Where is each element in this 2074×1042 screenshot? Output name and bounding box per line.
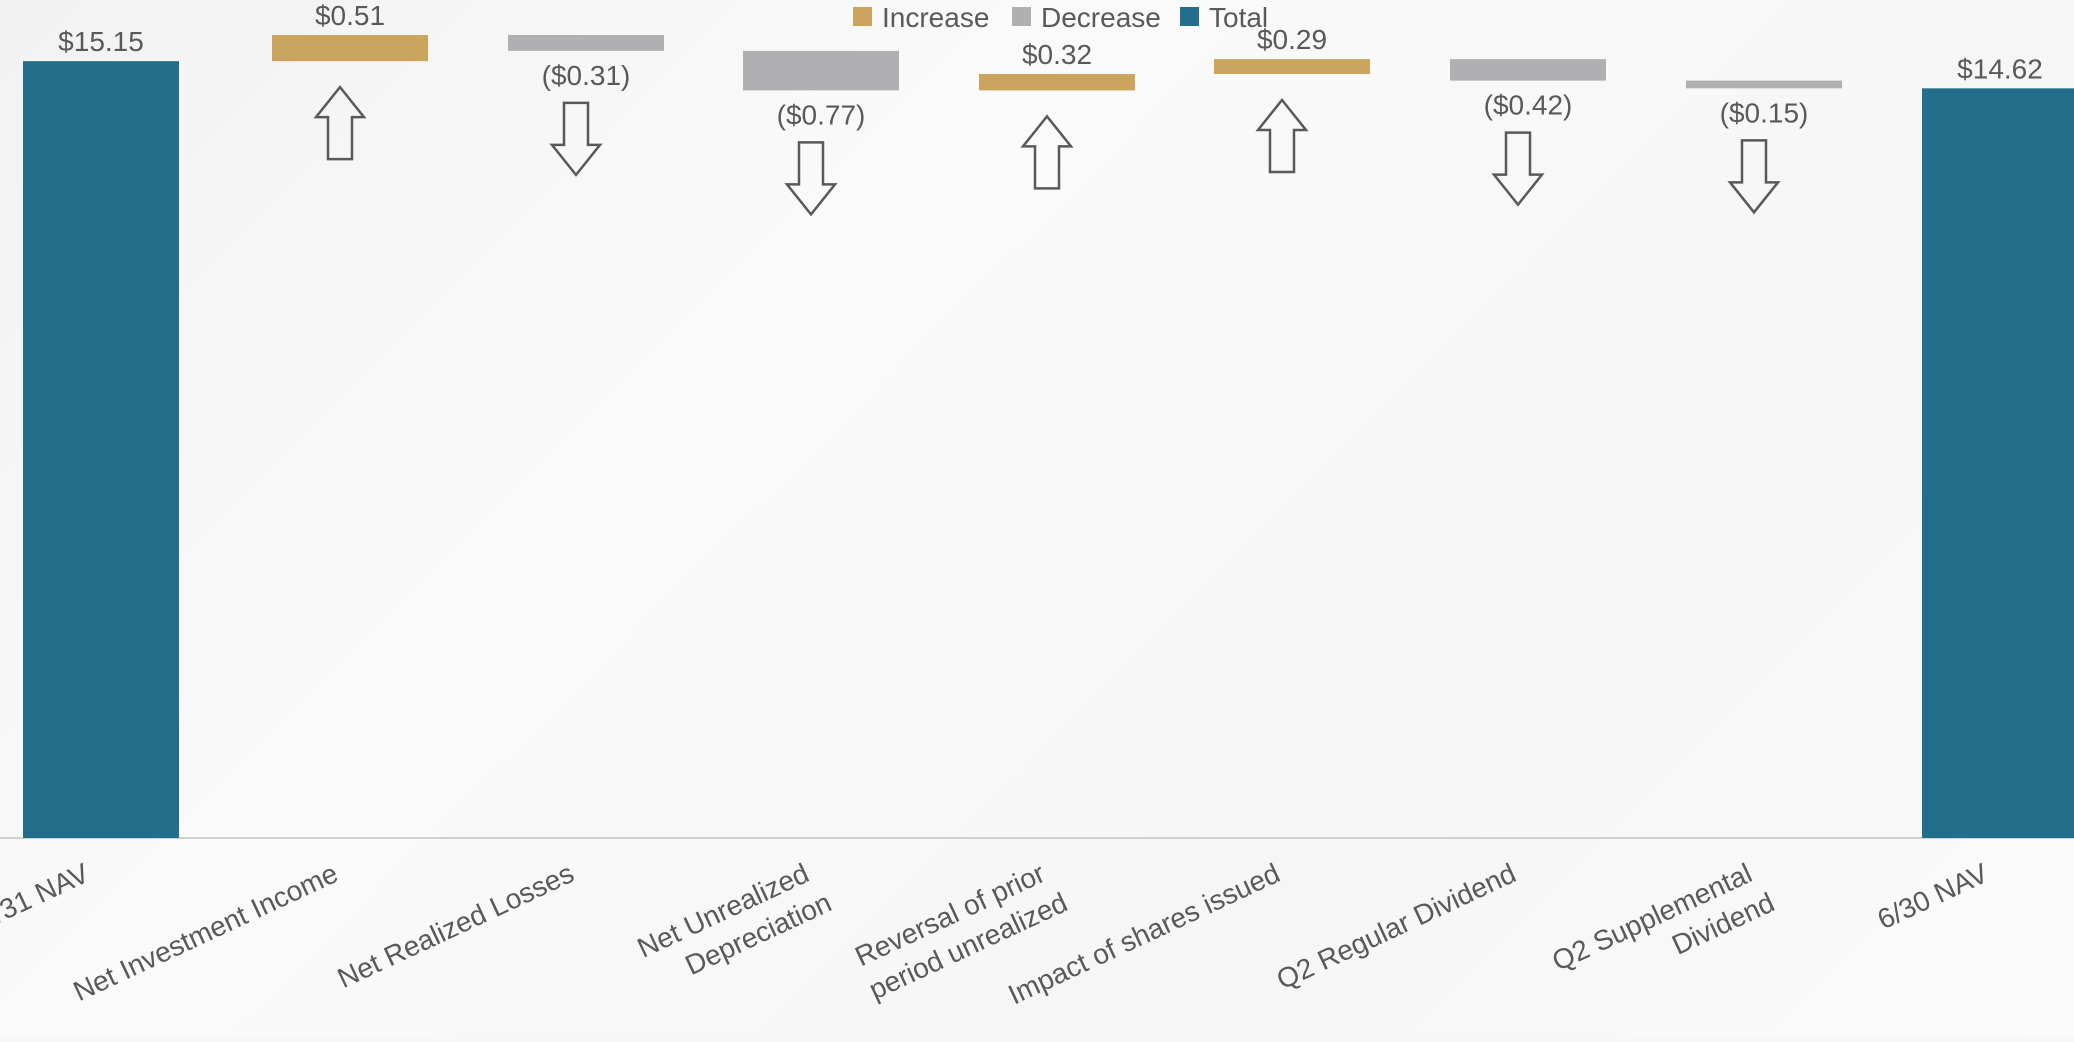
bar-q2-supplemental-dividend xyxy=(1686,80,1842,89)
value-label-net-realized-losses: ($0.31) xyxy=(542,60,631,91)
down-arrow-icon-q2-regular-dividend xyxy=(1491,131,1545,207)
value-label-6-30-nav: $14.62 xyxy=(1957,53,2043,84)
bar-net-investment-income xyxy=(272,35,428,62)
down-arrow-icon-net-unrealized-depreciation xyxy=(784,141,838,217)
legend-swatch-decrease xyxy=(1012,7,1031,26)
category-label-net-unrealized-depreciation: Net UnrealizedDepreciation xyxy=(633,854,836,996)
category-label-line: Q2 Regular Dividend xyxy=(1272,857,1521,995)
bars-layer xyxy=(23,35,2074,838)
value-label-q2-regular-dividend: ($0.42) xyxy=(1484,90,1573,121)
bar-3-31-nav xyxy=(23,61,179,838)
value-label-net-unrealized-depreciation: ($0.77) xyxy=(777,99,866,130)
value-labels-layer: $15.15 $0.51 ($0.31) ($0.77) $0.32 $0.29 ($0.4… xyxy=(58,0,2043,130)
value-label-net-investment-income: $0.51 xyxy=(315,0,385,31)
bar-6-30-nav xyxy=(1922,88,2074,838)
category-label-line: Net Investment Income xyxy=(69,857,343,1007)
up-arrow-icon-net-investment-income xyxy=(313,85,367,161)
bar-reversal-of-prior-period-unrealized xyxy=(979,73,1135,91)
legend-swatch-total xyxy=(1180,7,1199,26)
category-label-net-investment-income: Net Investment Income xyxy=(69,857,343,1007)
value-label-q2-supplemental-dividend: ($0.15) xyxy=(1720,97,1809,128)
legend-swatch-increase xyxy=(853,7,872,26)
legend-label-total: Total xyxy=(1209,2,1268,33)
value-label-3-31-nav: $15.15 xyxy=(58,26,144,57)
bar-impact-of-shares-issued xyxy=(1214,59,1370,74)
legend-label-decrease: Decrease xyxy=(1041,2,1161,33)
value-label-reversal-of-prior-period-unrealized: $0.32 xyxy=(1022,39,1092,70)
category-label-3-31-nav: 3/31 NAV xyxy=(0,857,94,935)
legend-label-increase: Increase xyxy=(882,2,989,33)
category-label-net-realized-losses: Net Realized Losses xyxy=(333,857,579,994)
category-label-line: 6/30 NAV xyxy=(1873,857,1993,935)
value-label-impact-of-shares-issued: $0.29 xyxy=(1257,24,1327,55)
category-label-line: Net Realized Losses xyxy=(333,857,579,994)
up-arrow-icon-reversal-of-prior-period-unrealized xyxy=(1020,114,1074,190)
down-arrow-icon-q2-supplemental-dividend xyxy=(1727,139,1781,215)
up-arrow-icon-impact-of-shares-issued xyxy=(1255,97,1309,174)
bar-net-realized-losses xyxy=(508,35,664,51)
arrows-layer xyxy=(313,85,1781,217)
bar-q2-regular-dividend xyxy=(1450,59,1606,81)
category-label-q2-supplemental-dividend: Q2 SupplementalDividend xyxy=(1547,854,1779,1010)
bar-net-unrealized-depreciation xyxy=(743,50,899,91)
down-arrow-icon-net-realized-losses xyxy=(549,101,603,177)
category-label-q2-regular-dividend: Q2 Regular Dividend xyxy=(1272,857,1521,995)
category-label-line: 3/31 NAV xyxy=(0,857,94,935)
legend: Increase Decrease Total xyxy=(853,2,1268,33)
category-label-6-30-nav: 6/30 NAV xyxy=(1873,857,1993,935)
